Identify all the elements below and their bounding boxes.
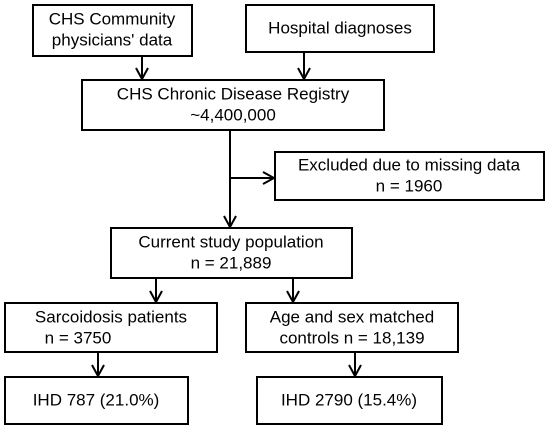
node-text: n = 3750 <box>45 328 112 347</box>
node-box <box>4 376 189 425</box>
node-text: CHS Chronic Disease Registry <box>117 84 350 103</box>
node-text: controls n = 18,139 <box>279 328 424 347</box>
node-text: Age and sex matched <box>270 307 434 326</box>
node-text: Current study population <box>138 232 323 251</box>
node-box <box>110 227 353 279</box>
node-box <box>32 4 193 57</box>
node-box <box>245 302 459 353</box>
node-text: ~4,400,000 <box>190 105 276 124</box>
node-text: Sarcoidosis patients <box>35 307 187 326</box>
node-text: IHD 787 (21.0%) <box>33 390 160 409</box>
node-text: physicians' data <box>52 30 173 49</box>
node-text: Hospital diagnoses <box>268 18 412 37</box>
node-text: IHD 2790 (15.4%) <box>281 390 417 409</box>
node-text: n = 1960 <box>376 176 443 195</box>
node-box <box>256 376 443 425</box>
node-box <box>4 302 218 353</box>
node-text: n = 21,889 <box>191 253 272 272</box>
node-box <box>81 79 385 131</box>
node-box <box>274 151 545 201</box>
node-box <box>245 4 435 53</box>
node-text: Excluded due to missing data <box>298 155 521 174</box>
node-text: CHS Community <box>49 9 176 28</box>
